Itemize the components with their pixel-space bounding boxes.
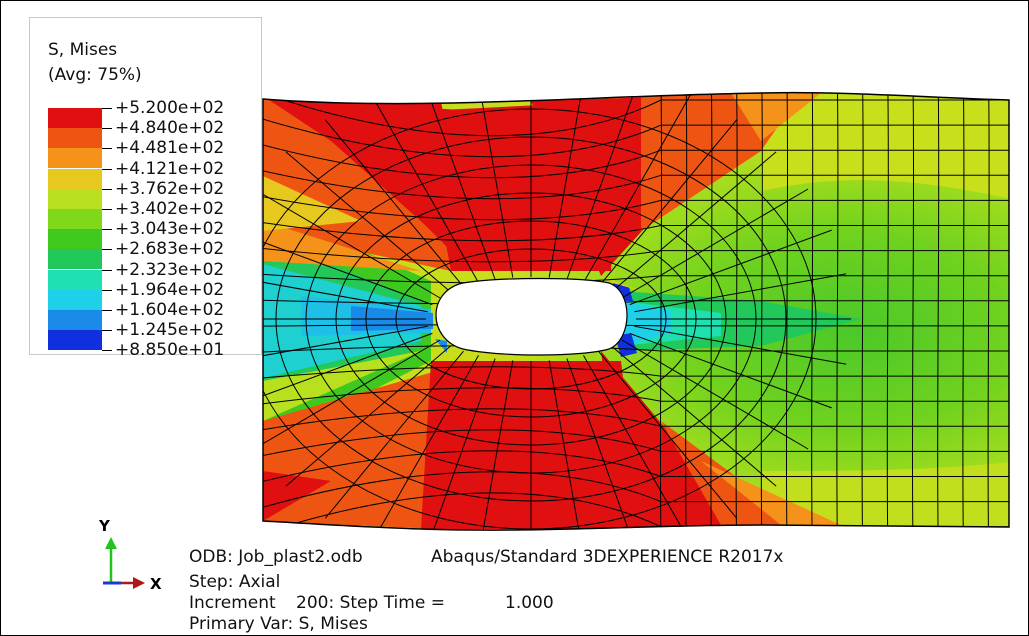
triad-x-label: X (150, 575, 162, 593)
legend-label: +5.200e+02 (115, 98, 225, 118)
legend-label: +3.402e+02 (115, 199, 225, 219)
center-hole (435, 277, 628, 356)
coordinate-triad: Y X (98, 517, 162, 593)
legend-swatch (48, 229, 102, 250)
step-label: Step: Axial (189, 572, 281, 592)
triad-y-label: Y (98, 517, 111, 535)
legend-tick (102, 128, 112, 130)
legend-label: +4.481e+02 (115, 138, 225, 159)
legend-tick (102, 168, 112, 170)
legend-swatch (48, 108, 102, 128)
legend-tick (102, 188, 112, 190)
legend-swatch (48, 310, 102, 330)
legend-subtitle: (Avg: 75%) (48, 65, 142, 85)
legend-tick (102, 289, 112, 291)
legend-label: +1.245e+02 (115, 320, 225, 341)
increment-label: Increment (189, 593, 276, 613)
legend-swatch (48, 148, 102, 169)
legend-label: +8.850e+01 (115, 340, 225, 361)
legend-label: +2.323e+02 (115, 259, 225, 280)
legend-tick (102, 350, 112, 352)
primary-var-label: Primary Var: S, Mises (189, 614, 368, 634)
legend-tick (102, 269, 112, 271)
legend-label: +2.683e+02 (115, 239, 225, 260)
contour-fill (263, 92, 1009, 531)
legend-swatch (48, 209, 102, 229)
legend-swatch (48, 168, 102, 189)
legend-tick (102, 209, 112, 210)
step-time-value: 1.000 (505, 593, 554, 613)
legend-swatch (48, 128, 102, 149)
legend-title: S, Mises (48, 40, 118, 60)
legend-label: +3.043e+02 (115, 219, 225, 240)
legend-label: +1.964e+02 (115, 279, 225, 300)
legend-tick (102, 249, 112, 251)
mesh-lines (263, 92, 1009, 531)
legend[interactable]: S, Mises (Avg: 75%) +5.200e+02 +4.840e+02… (29, 17, 262, 360)
solver-label: Abaqus/Standard 3DEXPERIENCE R2017x (431, 547, 784, 567)
legend-label: +1.604e+02 (115, 300, 225, 320)
legend-swatch (48, 289, 102, 310)
legend-tick (102, 330, 112, 332)
legend-tick (102, 148, 112, 150)
legend-swatch (48, 188, 102, 209)
legend-swatch (48, 269, 102, 290)
legend-tick (102, 229, 112, 231)
legend-label: +4.121e+02 (115, 158, 225, 179)
increment-value: 200: Step Time = (296, 593, 445, 613)
legend-swatch (48, 249, 102, 270)
legend-label: +4.840e+02 (115, 118, 225, 139)
odb-label: ODB: Job_plast2.odb (189, 547, 363, 567)
legend-label: +3.762e+02 (115, 178, 225, 199)
legend-tick (102, 108, 112, 109)
legend-tick (102, 310, 112, 311)
legend-swatch (48, 330, 102, 351)
